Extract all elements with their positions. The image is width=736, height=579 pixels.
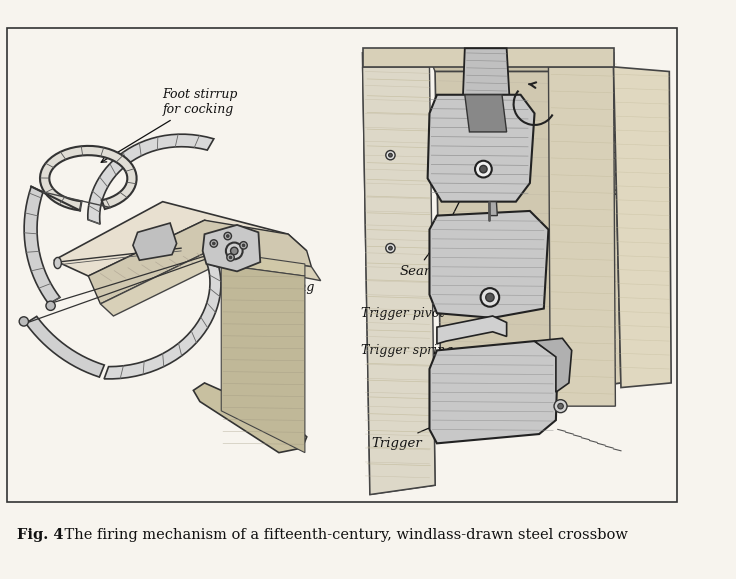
Circle shape	[386, 151, 395, 160]
Text: Trigger pivot: Trigger pivot	[361, 296, 486, 320]
Polygon shape	[40, 146, 137, 210]
Polygon shape	[435, 72, 562, 420]
Polygon shape	[100, 251, 321, 316]
Polygon shape	[614, 67, 671, 387]
Polygon shape	[88, 220, 311, 304]
Circle shape	[480, 166, 487, 173]
Polygon shape	[428, 95, 534, 201]
Polygon shape	[88, 134, 213, 224]
Polygon shape	[534, 338, 572, 392]
Polygon shape	[202, 225, 261, 272]
Bar	[7, 28, 676, 502]
Polygon shape	[430, 341, 558, 444]
Circle shape	[389, 246, 392, 250]
Circle shape	[226, 243, 243, 259]
Circle shape	[210, 240, 218, 247]
Circle shape	[46, 301, 55, 310]
Circle shape	[242, 244, 245, 247]
Text: Foot stirrup
for cocking: Foot stirrup for cocking	[101, 88, 238, 162]
Polygon shape	[133, 223, 177, 260]
Text: Trigger spring: Trigger spring	[361, 332, 470, 357]
Polygon shape	[26, 316, 105, 377]
Circle shape	[19, 317, 29, 326]
Polygon shape	[222, 265, 305, 453]
Text: Direction of
rotation
following
release of
the sear: Direction of rotation following release …	[590, 113, 665, 197]
Polygon shape	[104, 263, 221, 379]
Polygon shape	[24, 186, 60, 304]
Circle shape	[229, 256, 232, 259]
Circle shape	[227, 254, 234, 261]
Polygon shape	[213, 251, 305, 276]
Polygon shape	[430, 211, 548, 318]
Polygon shape	[463, 48, 509, 97]
Polygon shape	[363, 53, 435, 494]
Text: Trigger: Trigger	[372, 409, 493, 450]
Circle shape	[554, 400, 567, 413]
Polygon shape	[548, 67, 615, 406]
Text: Rotating
spool: Rotating spool	[238, 253, 315, 309]
Polygon shape	[548, 53, 621, 392]
Text: Sear: Sear	[400, 155, 478, 278]
Polygon shape	[194, 383, 307, 453]
Circle shape	[481, 288, 499, 307]
Circle shape	[389, 153, 392, 157]
Polygon shape	[437, 316, 506, 344]
Circle shape	[486, 293, 494, 302]
Text: The firing mechanism of a fifteenth-century, windlass-drawn steel crossbow: The firing mechanism of a fifteenth-cent…	[46, 529, 629, 543]
Polygon shape	[465, 95, 506, 132]
Polygon shape	[363, 48, 614, 67]
Polygon shape	[363, 67, 435, 494]
Circle shape	[475, 161, 492, 178]
Circle shape	[240, 241, 247, 249]
Polygon shape	[428, 53, 556, 72]
Text: Fig. 4: Fig. 4	[17, 529, 63, 543]
Circle shape	[558, 404, 563, 409]
Circle shape	[224, 232, 231, 240]
Circle shape	[386, 244, 395, 253]
Ellipse shape	[54, 258, 61, 269]
Circle shape	[230, 247, 238, 255]
Circle shape	[213, 242, 215, 245]
Polygon shape	[54, 201, 307, 276]
Polygon shape	[489, 201, 498, 215]
Circle shape	[227, 234, 229, 237]
